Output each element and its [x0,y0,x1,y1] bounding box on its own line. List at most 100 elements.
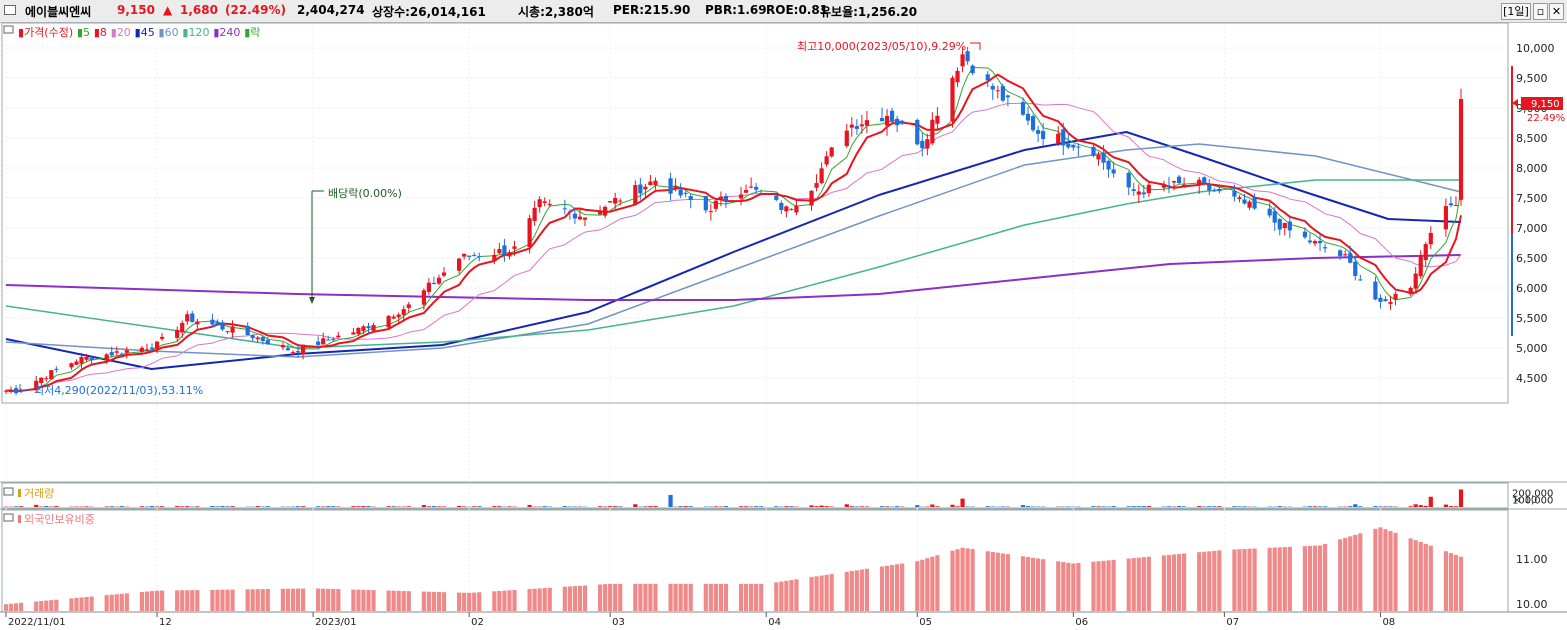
price-tick-label: 8,000 [1516,162,1548,175]
candle-body [44,378,49,380]
foreign-ratio-bar [280,588,286,611]
candle-body [326,339,331,341]
foreign-ratio-bar [159,590,165,611]
volume-bar [149,506,155,507]
candle-body [1443,206,1448,230]
candle-body [1343,254,1348,256]
foreign-ratio-bar [809,577,814,611]
foreign-ratio-bar [1141,557,1146,611]
foreign-ratio-bar [1207,551,1212,611]
candle-body [582,217,588,220]
date-tick-label: 06 [1075,617,1088,628]
foreign-ratio-bar [1353,534,1358,611]
price-change-pct: (22.49%) [225,3,286,17]
low-annotation: 최저4,290(2022/11/03),53.11% [34,384,203,397]
candle-body [889,110,895,122]
candle-body [1176,176,1182,184]
foreign-ratio-bar [1373,528,1378,611]
foreign-ratio-bar [1458,556,1464,611]
volume-bar [562,506,567,507]
volume-bar [930,504,935,507]
volume-bar [225,506,230,507]
candle-body [426,282,432,293]
foreign-ratio-bar [441,592,447,611]
candle-body [597,211,603,215]
candle-body [104,354,109,361]
period-button[interactable]: [1일] [1501,3,1531,20]
candle-body [527,218,532,248]
price-tick-label: 5,500 [1516,312,1548,325]
foreign-ratio-bar [1171,554,1177,611]
foreign-ratio-bar [582,585,588,611]
price-tick-label: 10,000 [1516,42,1555,55]
foreign-ratio-bar [436,592,442,611]
volume-bar [613,506,618,507]
candle-body [779,202,784,210]
foreign-ratio-bar [925,558,930,611]
volume-bar [683,506,688,507]
candle-body [1161,185,1167,188]
volume-bar [819,505,824,507]
volume-bar [633,504,638,507]
foreign-ratio-bar [1423,543,1428,611]
candle-body [462,253,467,257]
foreign-ratio-bar [1383,529,1388,611]
foreign-ratio-bar [1312,545,1318,611]
foreign-ratio-bar [1197,552,1202,611]
foreign-ratio-bar [1237,549,1242,611]
volume-bar [824,506,829,507]
volume-bar [215,506,220,507]
foreign-ratio-bar [316,588,321,611]
restore-icon[interactable]: ▫ [1533,3,1548,20]
candle-body [915,119,920,145]
foreign-ratio-bar [260,589,265,611]
legend-item: 240 [219,26,240,39]
volume-bar [1232,506,1237,507]
candle-body [225,331,230,333]
volume-bar [774,506,779,507]
foreign-ratio-bar [79,597,84,611]
foreign-ratio-bar [74,597,79,611]
stock-name[interactable]: 에이블씨엔씨 [25,5,92,19]
volume-bar [1111,506,1116,507]
price-panel-menu-icon[interactable] [3,25,14,34]
candle-body [371,325,376,331]
candle-body [1146,184,1151,194]
candle-body [864,120,870,126]
foreign-ratio-bar [608,583,613,611]
candle-body [1418,256,1423,277]
candle-body [1131,189,1136,191]
volume-panel-menu-icon[interactable] [3,487,14,496]
foreign-ratio-bar [401,591,406,611]
panel-menu-icon[interactable] [4,5,16,15]
foreign-ratio-bar [547,587,552,611]
legend-item: 가격(수정) [24,26,73,39]
candle-body [19,389,24,392]
foreign-ratio-bar [1317,545,1323,611]
candle-body [1338,250,1343,257]
close-icon[interactable]: ✕ [1549,3,1564,20]
candle-body [1066,143,1071,148]
candle-body [1025,113,1031,121]
candle-body [1302,231,1308,238]
volume-bar [759,506,764,507]
volume-bar [1277,506,1282,507]
candle-body [1373,281,1378,300]
volume-bar [814,506,819,507]
volume-bar [300,506,306,507]
foreign-ratio-bar [895,564,900,611]
foreign-ratio-bar [230,589,235,611]
foreign-ratio-bar [950,550,955,611]
candle-body [502,245,507,255]
foreign-panel-menu-icon[interactable] [3,513,14,522]
price-tick-label: 6,500 [1516,252,1548,265]
candle-body [507,252,512,257]
volume-bar [159,506,165,507]
foreign-ratio-bar [331,588,336,611]
candle-body [960,54,965,67]
foreign-ratio-bar [497,590,502,611]
volume-bar [185,506,190,507]
candle-body [1111,169,1116,174]
